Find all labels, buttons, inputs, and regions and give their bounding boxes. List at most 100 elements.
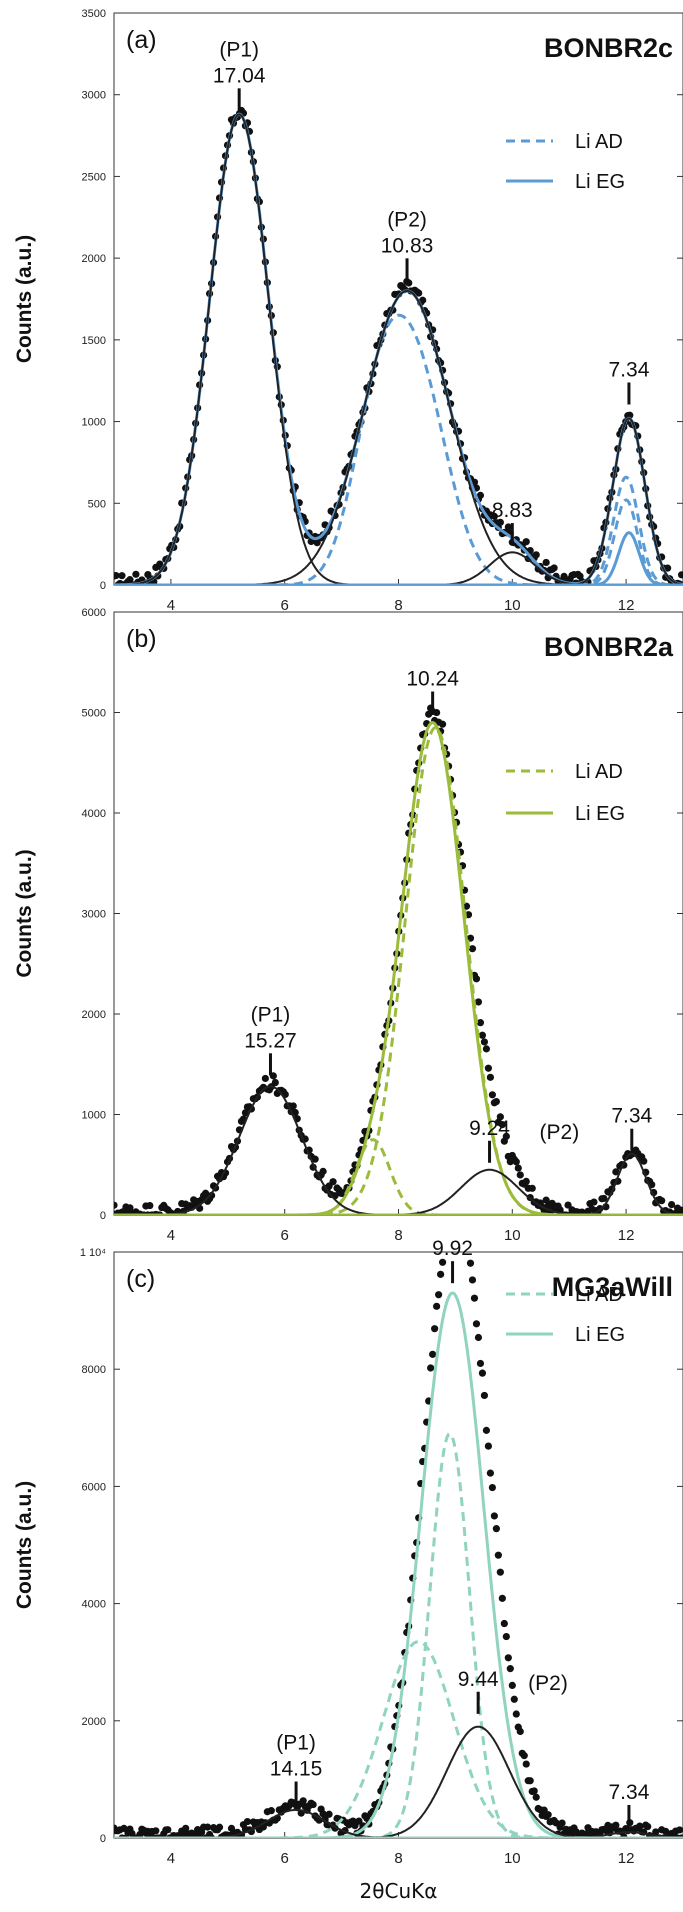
data-point — [438, 1258, 447, 1266]
legend-label: Li AD — [575, 761, 623, 783]
data-point — [496, 1113, 504, 1121]
y-tick-label: 3500 — [82, 8, 106, 20]
data-point — [542, 1196, 550, 1204]
data-point — [419, 296, 427, 304]
data-point — [468, 1276, 477, 1284]
legend-label: Li AD — [575, 131, 623, 153]
data-point — [472, 1320, 481, 1328]
peak-label: 7.34 — [609, 358, 650, 381]
data-point — [202, 1189, 210, 1197]
data-point — [472, 975, 481, 983]
y-tick-label: 1500 — [82, 335, 106, 347]
fit-curve-solid — [114, 720, 683, 1215]
y-tick-label: 0 — [100, 1833, 106, 1845]
data-point — [363, 1814, 371, 1822]
x-tick-label: 10 — [504, 597, 521, 614]
data-point — [311, 1155, 319, 1163]
y-tick-label: 6000 — [82, 1481, 106, 1493]
data-point — [447, 1206, 454, 1213]
data-point — [476, 1019, 485, 1027]
data-point — [484, 1442, 493, 1450]
data-point — [482, 1045, 491, 1053]
data-point — [498, 1121, 506, 1129]
x-axis-label: 2θCuKα — [360, 1879, 438, 1903]
data-point — [612, 1821, 620, 1829]
data-point — [512, 1710, 520, 1718]
y-axis-label: Counts (a.u.) — [13, 1481, 36, 1609]
peak-label: (P1) — [251, 1003, 291, 1026]
peak-label: 9.24 — [469, 1117, 510, 1140]
x-tick-label: 10 — [504, 1850, 521, 1867]
data-point — [152, 1827, 160, 1835]
data-point — [522, 1760, 530, 1768]
data-point — [520, 1752, 528, 1760]
y-tick-label: 1000 — [82, 417, 106, 429]
y-tick-label: 2500 — [82, 171, 106, 183]
fit-curve-dark — [114, 113, 683, 585]
data-point — [431, 1325, 439, 1333]
data-point — [405, 279, 413, 287]
data-point — [445, 1215, 452, 1222]
peak-label: 9.92 — [432, 1237, 473, 1260]
data-point — [319, 1810, 327, 1818]
data-point — [146, 1201, 154, 1210]
data-point — [490, 1512, 498, 1520]
data-point — [544, 1811, 552, 1819]
x-tick-label: 8 — [394, 597, 402, 614]
data-point — [118, 572, 126, 580]
data-point — [512, 1158, 520, 1166]
peak-label: 8.83 — [492, 499, 533, 522]
data-point — [433, 708, 441, 717]
data-point — [114, 571, 120, 580]
sample-name: MG3aWill — [552, 1272, 673, 1302]
fit-curve-solid — [114, 1291, 683, 1838]
data-point — [451, 1200, 458, 1207]
x-tick-label: 6 — [281, 597, 289, 614]
fit-curve-dashed — [114, 1431, 683, 1838]
data-point — [164, 1826, 172, 1834]
data-point — [522, 538, 530, 546]
data-point — [516, 1727, 524, 1736]
data-point — [466, 1259, 475, 1267]
data-point — [677, 1206, 683, 1214]
data-point — [453, 1205, 460, 1212]
data-point — [325, 1810, 333, 1818]
data-point — [476, 1359, 485, 1368]
data-point — [488, 1091, 496, 1099]
data-point — [504, 523, 512, 531]
data-point — [204, 1823, 212, 1831]
peak-label: (P1) — [219, 38, 259, 61]
sample-name: BONBR2c — [544, 33, 673, 63]
data-point — [241, 1109, 250, 1117]
data-point — [506, 1665, 514, 1673]
panel-2: 0 2000 4000 6000 8000 1 10⁴ 4 6 8 10 12 Counts (a.u… — [13, 1200, 683, 1903]
data-point — [502, 1132, 510, 1140]
data-point — [215, 1823, 224, 1831]
data-point — [677, 571, 683, 579]
y-tick-label: 3000 — [82, 90, 106, 102]
data-point — [243, 1817, 252, 1826]
data-point — [492, 1097, 500, 1106]
data-point — [480, 1391, 489, 1400]
x-tick-label: 12 — [618, 597, 635, 614]
data-point — [355, 1817, 363, 1825]
data-point — [433, 1302, 441, 1310]
data-point — [299, 1797, 307, 1805]
data-point — [532, 551, 540, 559]
data-point — [207, 1191, 216, 1200]
data-point — [532, 1793, 540, 1801]
y-tick-label: 1 10⁴ — [80, 1247, 106, 1259]
data-point — [664, 564, 672, 572]
data-point — [612, 1168, 620, 1176]
panel-letter: (b) — [126, 625, 157, 653]
data-point — [498, 1594, 506, 1602]
data-point — [558, 1819, 566, 1827]
x-tick-label: 6 — [281, 1850, 289, 1867]
data-point — [590, 1198, 598, 1206]
peak-label: (P2) — [387, 208, 427, 231]
peak-label: 9.44 — [458, 1668, 499, 1691]
peak-label: 10.24 — [406, 668, 459, 691]
data-point — [435, 1291, 443, 1299]
fit-curve-dashed — [114, 1138, 683, 1215]
